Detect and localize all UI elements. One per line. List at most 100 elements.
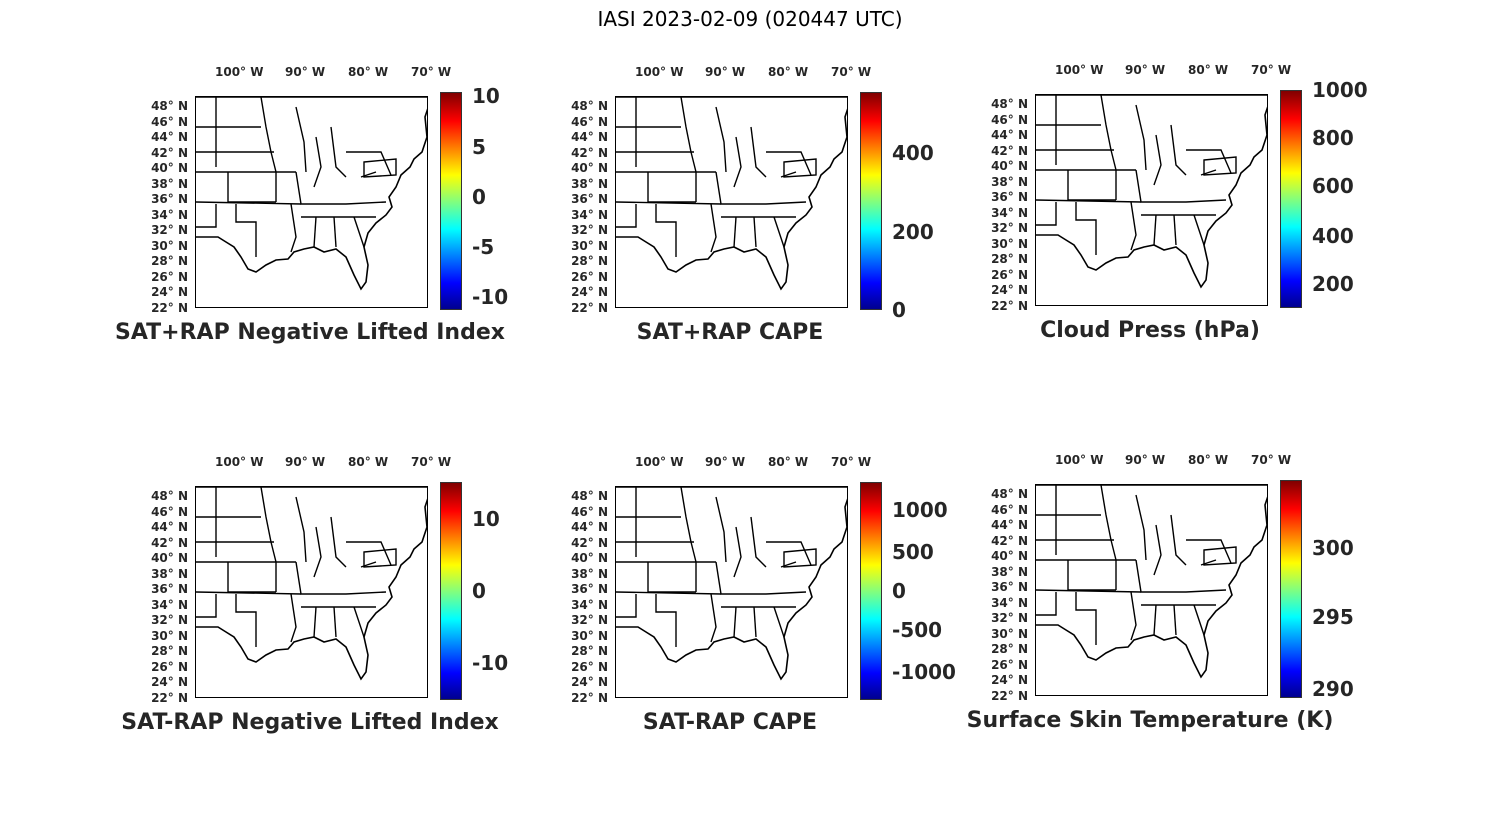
state-border: [330, 516, 347, 568]
latitude-tick-label: 24° N: [991, 283, 1028, 297]
state-border: [196, 204, 217, 228]
colorbar-tick-label: 600: [1312, 173, 1354, 198]
map-panel: 100° W 90° W 80° W 70° W 48° N 46° N 44° N 42° …: [515, 60, 945, 360]
state-border: [1135, 559, 1227, 593]
latitude-tick-label: 32° N: [991, 611, 1028, 625]
latitude-tick-label: 48° N: [991, 487, 1028, 501]
panel-title: SAT-RAP CAPE: [642, 710, 818, 735]
latitude-tick-label: 28° N: [151, 254, 188, 268]
latitude-tick-label: 36° N: [991, 190, 1028, 204]
latitude-tick-label: 28° N: [571, 254, 608, 268]
panel-title: SAT-RAP Negative Lifted Index: [121, 710, 499, 735]
latitude-tick-label: 22° N: [151, 300, 188, 315]
latitude-tick-label: 24° N: [991, 673, 1028, 687]
state-border: [1036, 202, 1057, 226]
state-border: [1153, 524, 1162, 576]
colorbar-tick-label: 1000: [1312, 78, 1368, 102]
map-plot-area: [615, 486, 848, 698]
latitude-tick-label: 24° N: [151, 675, 188, 689]
colorbar: [440, 92, 462, 310]
figure-title: IASI 2023-02-09 (020447 UTC): [597, 7, 903, 31]
state-border: [346, 151, 392, 176]
coastline: [616, 487, 847, 681]
latitude-tick-label: 28° N: [991, 642, 1028, 656]
colorbar-tick-label: 400: [1312, 224, 1354, 249]
state-border: [1036, 589, 1142, 593]
longitude-tick-label: 70° W: [1251, 63, 1292, 77]
state-border: [783, 548, 817, 568]
map-panel: 100° W 90° W 80° W 70° W 48° N 46° N 44° N 42° …: [95, 450, 525, 750]
state-border: [616, 201, 722, 205]
latitude-tick-label: 24° N: [571, 285, 608, 299]
latitude-tick-label: 28° N: [571, 644, 608, 658]
map-plot-area: [615, 96, 848, 308]
colorbar-tick-label: 400: [892, 141, 934, 166]
map-panel: 100° W 90° W 80° W 70° W 48° N 46° N 44° N 42° …: [935, 448, 1365, 748]
latitude-tick-label: 36° N: [151, 582, 188, 596]
us-state-boundaries: [616, 97, 847, 291]
latitude-tick-label: 38° N: [151, 176, 188, 191]
latitude-tick-label: 32° N: [151, 223, 188, 237]
colorbar-tick-label: 500: [892, 539, 934, 564]
state-border: [1130, 591, 1137, 641]
map-panel: 100° W 90° W 80° W 70° W 48° N 46° N 44° N 42° …: [935, 58, 1368, 358]
state-border: [680, 97, 697, 202]
longitude-tick-label: 80° W: [1188, 63, 1229, 77]
colorbar-tick-label: 200: [1312, 272, 1354, 297]
state-border: [1170, 124, 1187, 176]
latitude-tick-label: 46° N: [151, 504, 188, 519]
us-state-boundaries: [616, 487, 847, 681]
longitude-tick-label: 70° W: [831, 455, 872, 469]
latitude-tick-label: 28° N: [991, 252, 1028, 266]
longitude-tick-label: 100° W: [215, 455, 264, 469]
state-border: [1186, 539, 1232, 564]
state-border: [235, 594, 257, 647]
latitude-tick-label: 48° N: [571, 489, 608, 503]
latitude-tick-label: 30° N: [151, 628, 188, 643]
longitude-tick-label: 100° W: [635, 65, 684, 79]
state-border: [750, 126, 767, 178]
state-border: [753, 606, 757, 638]
state-border: [1100, 485, 1117, 590]
latitude-tick-label: 36° N: [571, 582, 608, 596]
latitude-tick-label: 34° N: [991, 205, 1028, 220]
latitude-tick-label: 46° N: [571, 504, 608, 519]
state-border: [235, 204, 257, 257]
latitude-tick-label: 44° N: [571, 520, 608, 534]
latitude-tick-label: 42° N: [991, 143, 1028, 158]
state-border: [733, 136, 742, 188]
state-border: [1203, 156, 1237, 176]
state-border: [1193, 604, 1205, 636]
colorbar: [860, 482, 882, 700]
longitude-tick-label: 90° W: [705, 455, 746, 469]
state-border: [647, 562, 696, 593]
coastline: [1036, 485, 1267, 679]
latitude-tick-label: 30° N: [991, 236, 1028, 251]
panel-title: Cloud Press (hPa): [1040, 318, 1260, 343]
state-border: [260, 487, 277, 592]
state-border: [353, 606, 365, 638]
state-border: [1067, 170, 1116, 201]
longitude-tick-label: 80° W: [768, 65, 809, 79]
latitude-tick-label: 38° N: [991, 564, 1028, 579]
colorbar: [1280, 480, 1302, 698]
state-border: [1186, 149, 1232, 174]
state-border: [766, 151, 812, 176]
state-border: [1100, 95, 1117, 200]
latitude-tick-label: 26° N: [571, 659, 608, 674]
state-border: [715, 561, 807, 595]
latitude-tick-label: 32° N: [991, 221, 1028, 235]
state-border: [1135, 494, 1147, 561]
latitude-tick-label: 34° N: [571, 207, 608, 222]
longitude-tick-label: 70° W: [831, 65, 872, 79]
latitude-tick-label: 48° N: [571, 99, 608, 113]
state-border: [616, 594, 637, 618]
coastline: [1036, 95, 1267, 289]
colorbar-tick-label: 0: [892, 579, 906, 603]
state-border: [196, 594, 217, 618]
state-border: [346, 541, 392, 566]
state-border: [773, 606, 785, 638]
panel-title: SAT+RAP CAPE: [636, 320, 824, 345]
latitude-tick-label: 40° N: [151, 551, 188, 565]
state-border: [1135, 104, 1147, 171]
